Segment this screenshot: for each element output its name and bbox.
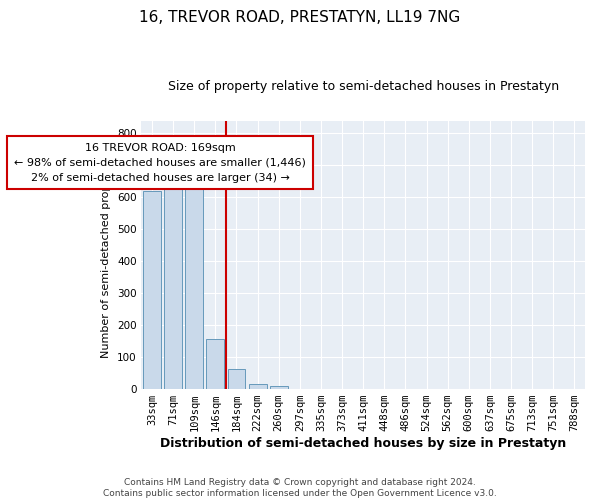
Text: 16 TREVOR ROAD: 169sqm
← 98% of semi-detached houses are smaller (1,446)
2% of s: 16 TREVOR ROAD: 169sqm ← 98% of semi-det… xyxy=(14,143,306,182)
Text: Contains HM Land Registry data © Crown copyright and database right 2024.
Contai: Contains HM Land Registry data © Crown c… xyxy=(103,478,497,498)
Y-axis label: Number of semi-detached properties: Number of semi-detached properties xyxy=(101,152,112,358)
Title: Size of property relative to semi-detached houses in Prestatyn: Size of property relative to semi-detach… xyxy=(167,80,559,93)
Bar xyxy=(143,191,161,389)
Text: 16, TREVOR ROAD, PRESTATYN, LL19 7NG: 16, TREVOR ROAD, PRESTATYN, LL19 7NG xyxy=(139,10,461,25)
Bar xyxy=(248,384,266,389)
X-axis label: Distribution of semi-detached houses by size in Prestatyn: Distribution of semi-detached houses by … xyxy=(160,437,566,450)
Bar xyxy=(185,188,203,389)
Bar xyxy=(164,190,182,389)
Bar xyxy=(270,386,288,389)
Bar xyxy=(206,338,224,389)
Bar xyxy=(227,369,245,389)
